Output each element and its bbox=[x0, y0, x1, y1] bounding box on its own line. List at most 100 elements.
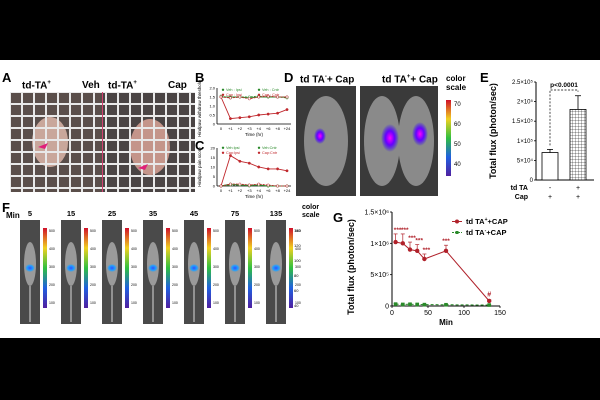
legend-label: td TA-+CAP bbox=[466, 228, 507, 237]
data-point bbox=[393, 239, 398, 245]
series-line bbox=[220, 95, 287, 100]
significance-bracket bbox=[549, 89, 579, 146]
x-tick-label: +6 bbox=[266, 126, 271, 131]
data-point bbox=[487, 303, 491, 307]
data-point bbox=[285, 184, 289, 188]
y-tick-label: 1.5×10⁶ bbox=[365, 210, 390, 217]
time-point-label: 15 bbox=[67, 209, 75, 218]
scale-tick-label: 300 bbox=[213, 265, 219, 269]
x-axis-label: Time (hr) bbox=[245, 194, 264, 199]
series-line bbox=[220, 154, 288, 187]
legend-marker bbox=[221, 93, 225, 96]
signal-neg bbox=[314, 128, 326, 144]
scale-tick-label: 500 bbox=[172, 229, 178, 233]
y-tick-label: 1.0 bbox=[209, 104, 215, 109]
legend-marker bbox=[257, 93, 261, 96]
y-tick-label: 1×10⁵ bbox=[517, 138, 534, 145]
signal-spot bbox=[107, 264, 117, 272]
signal-spot bbox=[230, 264, 240, 272]
panel-label-e: E bbox=[480, 70, 489, 85]
data-point bbox=[247, 183, 251, 187]
scale-tick-label: 400 bbox=[131, 247, 137, 251]
panel-d-right-title: td TA++ Cap bbox=[382, 74, 438, 86]
panel-a-left-treatment: Veh bbox=[82, 80, 100, 91]
y-tick-label: 0 bbox=[530, 178, 534, 184]
time-point-label: 5 bbox=[28, 209, 32, 218]
scale-tick-label: 100 bbox=[172, 301, 178, 305]
scale-tick-label: 100 bbox=[254, 301, 260, 305]
data-point bbox=[443, 248, 449, 254]
panel-label-f: F bbox=[2, 200, 10, 215]
y-tick-label: 15 bbox=[211, 155, 216, 160]
signal-pos-2 bbox=[412, 122, 428, 146]
y-axis-label: Hindpaw withdraw threshold(g) bbox=[197, 80, 202, 137]
y-tick-label: 2.5×10⁵ bbox=[512, 79, 534, 86]
legend-marker bbox=[257, 151, 261, 154]
data-point bbox=[266, 94, 270, 98]
significance-stars: *** bbox=[415, 238, 423, 245]
x-tick-label: 150 bbox=[494, 310, 506, 317]
data-point bbox=[266, 183, 270, 187]
x-tick-label: +4 bbox=[256, 188, 261, 193]
panel-d-images bbox=[296, 86, 451, 196]
scale-tick-label: 40 bbox=[454, 162, 461, 168]
row-value-cap: + bbox=[576, 194, 580, 201]
color-scale-bar bbox=[248, 228, 252, 308]
y-tick-label: 0 bbox=[385, 304, 389, 311]
y-tick-label: 5 bbox=[213, 174, 216, 179]
legend-marker bbox=[221, 88, 225, 91]
data-point bbox=[219, 95, 223, 99]
scale-tick-label: 400 bbox=[90, 247, 96, 251]
y-tick-label: 2.0 bbox=[209, 86, 215, 91]
legend-label: Veh:Ipsi bbox=[226, 146, 240, 150]
data-point bbox=[276, 184, 280, 188]
data-point bbox=[401, 302, 405, 307]
bar bbox=[541, 152, 559, 181]
data-point bbox=[266, 112, 270, 116]
panel-a-right-treatment: Cap bbox=[168, 80, 187, 91]
chart-b: 0 0.5 1.0 1.5 2.0 0 +1 +2 +3 +4 +6 +8 +24 Time (hr) Hi… bbox=[197, 80, 291, 137]
legend-marker bbox=[221, 146, 225, 149]
y-tick-label: 0 bbox=[213, 184, 216, 189]
color-scale-bar bbox=[207, 228, 211, 308]
x-tick-label: 0 bbox=[390, 310, 394, 317]
legend-marker bbox=[257, 146, 261, 149]
scale-tick-label: 200 bbox=[131, 283, 137, 287]
scale-tick-label: 400 bbox=[254, 247, 260, 251]
legend-marker bbox=[221, 151, 225, 154]
data-point bbox=[285, 108, 289, 112]
y-tick-label: 5×10⁴ bbox=[517, 157, 534, 164]
y-tick-label: 1.5×10⁵ bbox=[512, 118, 534, 125]
time-point-label: 35 bbox=[149, 209, 157, 218]
data-point bbox=[257, 95, 261, 99]
data-point bbox=[422, 302, 427, 307]
x-tick-label: +3 bbox=[247, 188, 252, 193]
signal-spot bbox=[25, 264, 35, 272]
scale-tick-label: 400 bbox=[213, 247, 219, 251]
signal-spot bbox=[148, 264, 158, 272]
chart-g: 0 5×10⁵ 1×10⁶ 1.5×10⁶ 0 50 100 150 Min Total flux… bbox=[346, 210, 508, 328]
row-value-td-ta: - bbox=[549, 185, 552, 192]
right-scale-tick-label: 120 bbox=[294, 243, 301, 248]
scale-tick-label: 400 bbox=[172, 247, 178, 251]
scale-tick-label: 300 bbox=[254, 265, 260, 269]
data-point bbox=[247, 161, 251, 165]
legend-label: Cap : Cntr bbox=[262, 93, 280, 97]
data-point bbox=[276, 167, 280, 171]
scale-tick-label: 200 bbox=[254, 283, 260, 287]
y-tick-label: 1×10⁶ bbox=[370, 241, 389, 248]
data-point bbox=[444, 302, 448, 307]
data-point bbox=[257, 182, 261, 186]
panel-label-d: D bbox=[284, 70, 294, 85]
data-point bbox=[247, 115, 251, 119]
panel-label-c: C bbox=[195, 138, 205, 153]
scale-tick-label: 100 bbox=[49, 301, 55, 305]
x-tick-label: +1 bbox=[228, 126, 233, 131]
row-label-cap: Cap bbox=[515, 194, 528, 201]
scale-tick-label: 300 bbox=[172, 265, 178, 269]
x-tick-label: +2 bbox=[238, 188, 243, 193]
scale-tick-label: 400 bbox=[295, 247, 301, 251]
right-scale-tick-label: 80 bbox=[294, 273, 299, 278]
scale-tick-label: 60 bbox=[454, 122, 461, 128]
data-point bbox=[407, 247, 413, 252]
